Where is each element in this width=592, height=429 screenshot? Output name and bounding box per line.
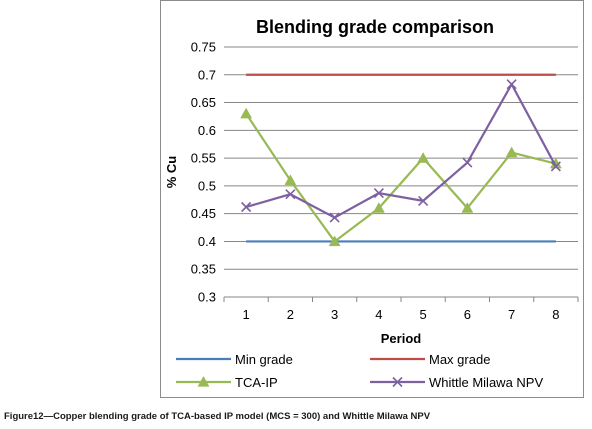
triangle-marker <box>240 107 253 119</box>
triangle-marker <box>284 174 297 185</box>
x-tick-label: 6 <box>464 307 471 322</box>
x-tick-label: 2 <box>287 307 294 322</box>
y-tick-label: 0.55 <box>191 151 216 166</box>
y-tick-label: 0.7 <box>198 67 216 82</box>
legend-item: Min grade <box>176 352 293 367</box>
legend-item: Whittle Milawa NPV <box>370 375 543 390</box>
legend-label: TCA-IP <box>235 375 278 390</box>
x-marker <box>392 376 403 388</box>
y-tick-label: 0.45 <box>191 206 216 221</box>
x-marker <box>462 157 473 168</box>
legend-label: Min grade <box>235 352 293 367</box>
x-marker <box>329 212 340 223</box>
x-tick-label: 8 <box>552 307 559 322</box>
x-marker <box>241 201 252 213</box>
series-line-tca-ip <box>245 113 557 243</box>
y-axis-label: % Cu <box>164 156 179 189</box>
series-line-whittle-milawa-npv <box>245 83 557 219</box>
legend-label: Whittle Milawa NPV <box>429 375 543 390</box>
triangle-marker <box>328 235 341 247</box>
y-tick-label: 0.4 <box>198 234 216 249</box>
x-tick-label: 7 <box>508 307 515 322</box>
legend-label: Max grade <box>429 352 490 367</box>
chart-frame <box>160 0 584 398</box>
y-tick-label: 0.65 <box>191 95 216 110</box>
x-marker <box>550 161 561 172</box>
y-tick-label: 0.35 <box>191 262 216 277</box>
x-marker <box>285 189 296 200</box>
x-axis-label: Period <box>381 331 422 346</box>
triangle-marker <box>417 152 430 163</box>
y-tick-label: 0.5 <box>198 178 216 193</box>
figure-caption: Figure12—Copper blending grade of TCA-ba… <box>4 411 431 422</box>
x-tick-label: 4 <box>375 307 382 322</box>
x-tick-label: 5 <box>420 307 427 322</box>
triangle-marker <box>197 375 210 387</box>
x-marker <box>506 79 517 90</box>
x-tick-label: 1 <box>243 307 250 322</box>
y-tick-label: 0.3 <box>198 290 216 305</box>
chart-title: Blending grade comparison <box>256 17 494 37</box>
y-tick-label: 0.75 <box>191 40 216 55</box>
y-tick-label: 0.6 <box>198 123 216 138</box>
x-marker <box>418 195 429 206</box>
x-tick-label: 3 <box>331 307 338 322</box>
triangle-marker <box>372 202 385 213</box>
triangle-marker <box>505 146 518 158</box>
legend-item: TCA-IP <box>176 375 278 390</box>
x-marker <box>373 188 384 199</box>
triangle-marker <box>461 202 474 213</box>
legend-item: Max grade <box>370 352 490 367</box>
